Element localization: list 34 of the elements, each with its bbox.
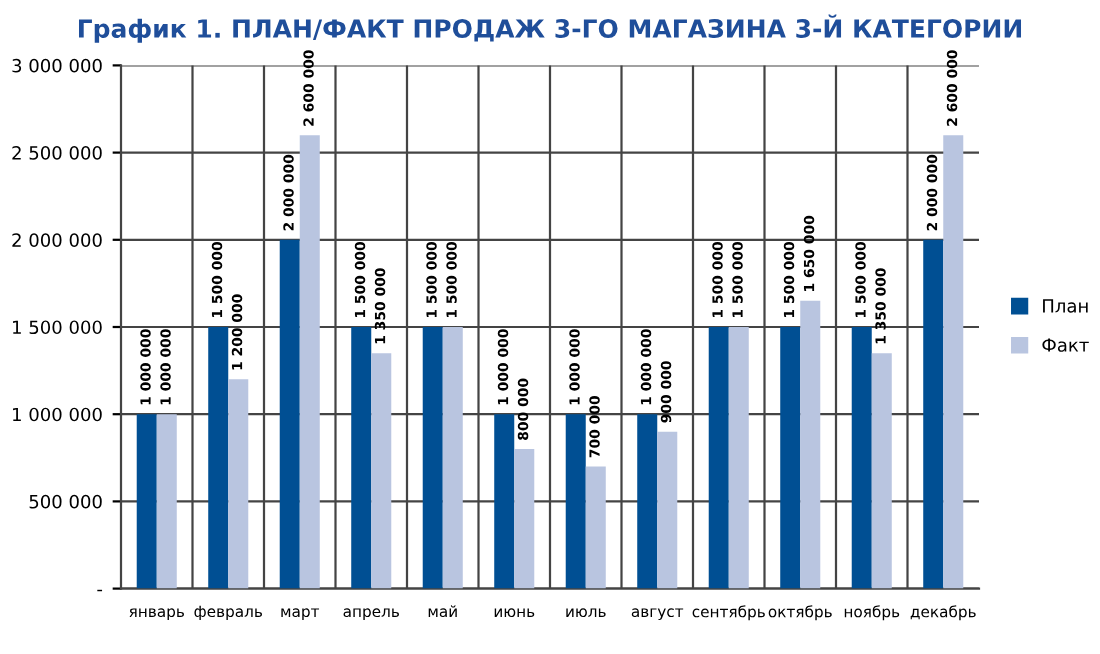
y-tick-label: 1 500 000 xyxy=(13,320,102,335)
legend-label: План xyxy=(1043,299,1088,313)
bar xyxy=(351,327,372,589)
bar xyxy=(422,327,443,589)
bar xyxy=(565,414,586,589)
bar xyxy=(208,327,229,589)
bar xyxy=(279,239,300,589)
y-tick-label: 1 000 000 xyxy=(13,407,102,422)
bar xyxy=(494,414,515,589)
bar xyxy=(442,327,463,589)
bar xyxy=(371,353,392,589)
y-tick-label: - xyxy=(97,589,103,592)
bar xyxy=(136,414,157,589)
bar xyxy=(156,414,177,589)
bar xyxy=(780,327,801,589)
bar xyxy=(299,135,320,589)
bar xyxy=(708,327,729,589)
bar xyxy=(923,239,944,589)
bar xyxy=(514,449,535,589)
legend-label: Факт xyxy=(1042,338,1089,352)
y-tick-label: 500 000 xyxy=(29,494,102,509)
y-tick-label: 2 000 000 xyxy=(12,233,102,247)
bar xyxy=(657,431,678,589)
bar xyxy=(637,414,658,589)
bar xyxy=(871,353,892,589)
chart-title: График 1. ПЛАН/ФАКТ ПРОДАЖ 3-ГО МАГАЗИНА 3-Й КАТЕГОРИИ xyxy=(79,14,1022,43)
bar xyxy=(800,300,821,589)
bar xyxy=(851,327,872,589)
bar xyxy=(228,379,249,589)
bar xyxy=(728,327,749,589)
y-tick-label: 2 500 000 xyxy=(12,146,102,160)
y-tick-label: 3 000 000 xyxy=(12,58,102,73)
bar xyxy=(585,466,606,589)
bar xyxy=(943,135,964,589)
